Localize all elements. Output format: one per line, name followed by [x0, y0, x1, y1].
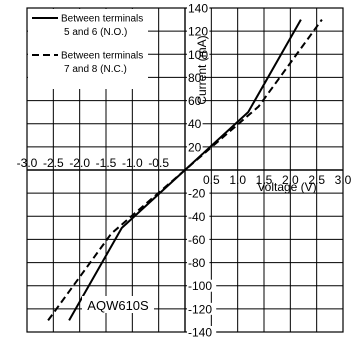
x-tick-label: -0.5 [148, 156, 169, 170]
y-tick-label-bg [187, 117, 203, 130]
x-tick-label: 1.5 [256, 173, 273, 187]
y-tick-label: -100 [188, 279, 212, 293]
series-layer [47, 19, 323, 321]
y-tick-label: -120 [188, 302, 212, 316]
x-tick-label: -2.5 [43, 156, 64, 170]
y-tick-label-bg [187, 279, 217, 292]
y-tick-label-bg [187, 140, 203, 153]
y-tick-label: 40 [188, 117, 202, 131]
y-tick-label-bg [187, 25, 210, 38]
y-tick-label: 80 [188, 71, 202, 85]
legend-label-line1: Between terminals [61, 14, 143, 25]
y-tick-label: 140 [188, 2, 208, 16]
legend-label-line2: 5 and 6 (N.O.) [64, 27, 127, 38]
y-tick-label: 100 [188, 48, 208, 62]
series-line-2 [47, 19, 323, 321]
y-tick-label-bg [187, 71, 203, 84]
y-tick-label-bg [187, 187, 210, 200]
y-tick-label-bg [187, 233, 210, 246]
y-tick-label-bg [187, 94, 203, 107]
label-layer: -3.0 -2.5 -2.0 -1.5 -1.0 -0.5 0.5 1.0 1.5 2.0 2.5 3… [17, 2, 352, 340]
part-number-annotation: AQW610S [87, 298, 149, 313]
y-tick-label: -80 [188, 256, 206, 270]
x-tick-label: 1.0 [229, 173, 246, 187]
y-tick-label: 20 [188, 140, 202, 154]
x-tick-label: 0.5 [203, 173, 220, 187]
y-tick-label-bg [187, 1, 210, 14]
x-tick-label: -2.0 [69, 156, 90, 170]
y-tick-label: -20 [188, 187, 206, 201]
x-tick-label: -1.5 [96, 156, 117, 170]
x-tick-label: -3.0 [17, 156, 38, 170]
y-tick-label-bg [187, 256, 210, 269]
x-tick-label: -1.0 [122, 156, 143, 170]
y-tick-label: -60 [188, 233, 206, 247]
x-tick-label: 2.5 [308, 173, 325, 187]
y-tick-label: 120 [188, 25, 208, 39]
y-tick-label-bg [187, 302, 217, 315]
y-tick-label: 60 [188, 94, 202, 108]
y-axis-title: Current (mA) [195, 35, 209, 104]
y-tick-label: -140 [188, 326, 212, 340]
x-tick-label: 2.0 [282, 173, 299, 187]
legend-box [28, 9, 148, 89]
y-tick-label-bg [187, 210, 210, 223]
y-tick-label-bg [187, 326, 217, 338]
x-axis-title: Voltage (V) [257, 180, 316, 194]
legend-label-line2: 7 and 8 (N.C.) [64, 64, 127, 75]
legend: Between terminals 5 and 6 (N.O.) Between t… [28, 9, 148, 89]
y-tick-label-bg [187, 48, 210, 61]
legend-label-line1: Between terminals [61, 51, 143, 62]
y-tick-label: -40 [188, 210, 206, 224]
x-tick-label: 3.0 [335, 173, 352, 187]
annotation-bg [82, 296, 154, 313]
